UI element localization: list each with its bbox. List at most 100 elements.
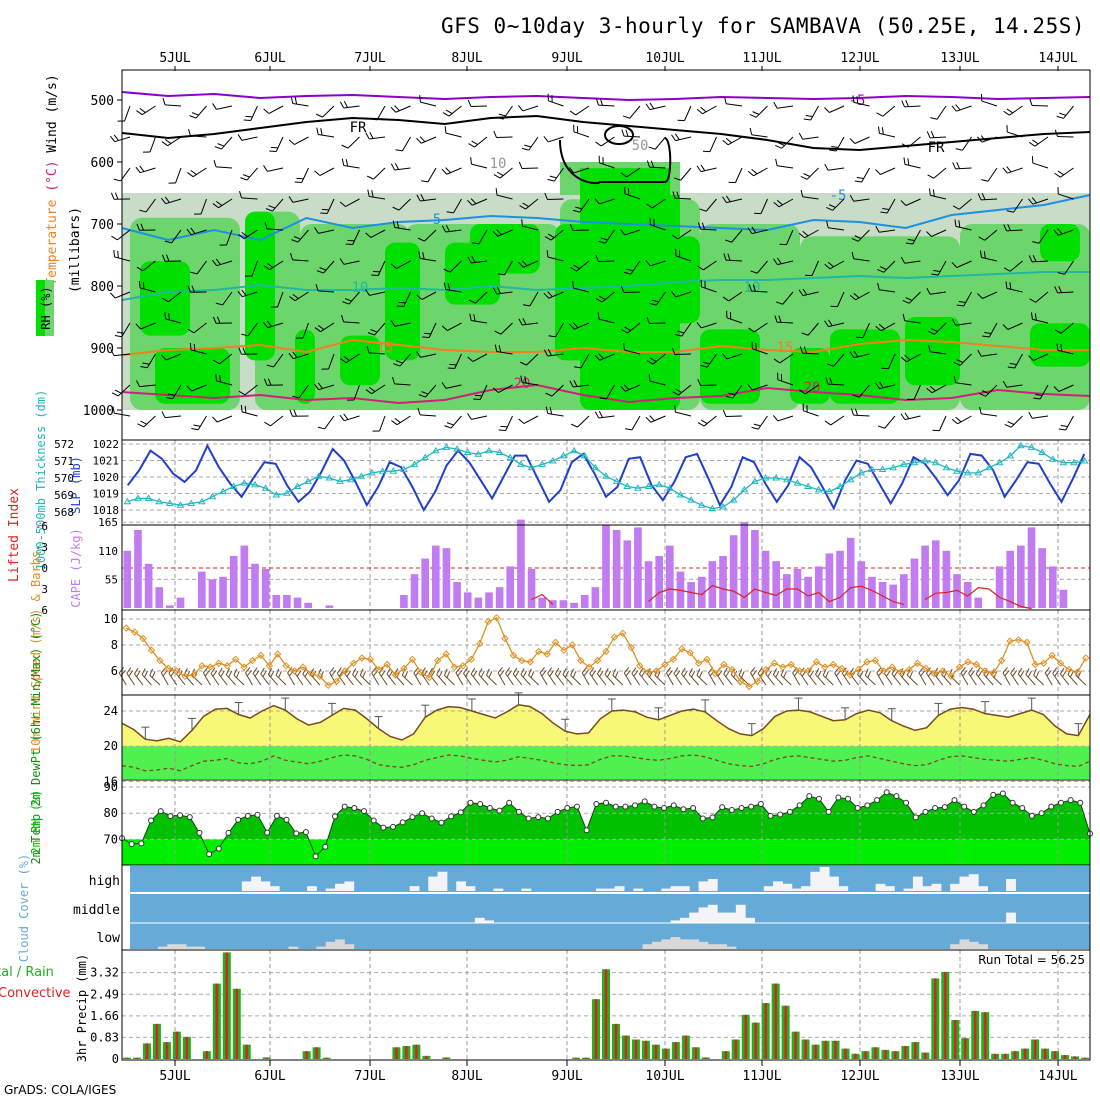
- wind-barb: [240, 167, 258, 181]
- barb-staff: [1059, 673, 1070, 686]
- barb-flag: [238, 390, 246, 396]
- barb-staff: [1067, 674, 1078, 686]
- barb-staff: [446, 167, 462, 175]
- barb-staff: [1007, 322, 1023, 330]
- barb-flag: [829, 149, 837, 152]
- barb-staff: [650, 415, 666, 423]
- cape-bar: [825, 553, 834, 608]
- rh2m-ylabel: 2m RH (%): [29, 789, 43, 854]
- barb-flag: [110, 135, 116, 142]
- wind-speed-marker: [787, 660, 795, 669]
- barb-flag: [909, 671, 914, 678]
- wind10m-barb: [133, 667, 144, 686]
- barb-staff: [751, 290, 768, 293]
- barb-staff: [700, 228, 717, 231]
- cape-bar: [261, 569, 270, 608]
- barb-flag: [236, 671, 240, 678]
- slp-tick-label: 1021: [93, 455, 120, 468]
- thickness-marker: [495, 448, 504, 455]
- barb-staff: [301, 167, 309, 183]
- wind-barb: [877, 282, 896, 293]
- precip-convective-bar: [744, 1014, 747, 1059]
- wind10m-barb: [1002, 667, 1011, 686]
- barb-flag: [113, 249, 116, 257]
- barb-staff: [1075, 674, 1087, 686]
- wind-barb: [547, 93, 564, 107]
- precip-convective-bar: [425, 1055, 428, 1059]
- rh2m-marker: [293, 830, 300, 837]
- barb-flag: [775, 670, 780, 678]
- contour-label: 5: [433, 212, 441, 228]
- barb-flag: [773, 415, 779, 422]
- barb-staff: [197, 415, 207, 430]
- rh2m-marker: [1038, 810, 1045, 817]
- barb-flag: [472, 670, 478, 677]
- wind-barb: [136, 223, 156, 231]
- wind-barb: [595, 291, 615, 303]
- barb-flag: [903, 157, 906, 165]
- precip-convective-bar: [305, 1051, 308, 1059]
- barb-flag: [164, 311, 167, 319]
- rh2m-marker: [583, 827, 590, 834]
- wind-barb: [111, 229, 131, 241]
- thickness-marker: [846, 475, 855, 483]
- wind-barb: [341, 136, 360, 149]
- barb-staff: [475, 291, 488, 304]
- thickness-marker: [474, 450, 483, 457]
- barb-flag: [1044, 667, 1050, 674]
- rh-tick-label: 70: [104, 832, 118, 846]
- barb-flag: [518, 261, 524, 268]
- barb-staff: [1064, 260, 1074, 275]
- thickness-marker: [974, 468, 983, 476]
- barb-flag: [329, 667, 335, 674]
- bottom-date-label: 7JUL: [354, 1069, 385, 1084]
- barb-flag: [212, 203, 219, 209]
- wind-speed-marker: [703, 655, 711, 664]
- wind-barb: [696, 164, 717, 173]
- barb-flag: [321, 208, 329, 211]
- cloud-high-bar: [773, 881, 783, 891]
- barb-staff: [853, 198, 870, 202]
- barb-flag: [698, 671, 703, 678]
- barb-flag: [675, 670, 681, 677]
- wind-barb: [697, 415, 717, 427]
- barb-flag: [494, 344, 498, 352]
- barb-flag: [674, 333, 682, 337]
- barb-flag: [905, 100, 909, 107]
- barb-flag: [289, 409, 293, 417]
- barb-flag: [294, 181, 302, 183]
- wind-barb: [851, 229, 870, 242]
- thickness-marker: [729, 496, 738, 503]
- wind-barb: [625, 415, 641, 431]
- wind-barb: [212, 316, 233, 324]
- barb-staff: [294, 673, 304, 686]
- top-date-label: 9JUL: [551, 51, 582, 66]
- wind-barb: [447, 353, 462, 369]
- barb-staff: [599, 162, 615, 169]
- barb-flag: [931, 273, 939, 276]
- rh-fill-dark: [295, 329, 315, 404]
- barb-flag: [723, 667, 728, 675]
- thickness-marker: [580, 451, 589, 459]
- thickness-marker: [676, 491, 685, 498]
- cape-bar: [868, 576, 876, 608]
- barb-staff: [1033, 353, 1049, 361]
- wind-speed-marker: [837, 664, 846, 673]
- rh-fill-dark: [140, 261, 190, 336]
- wind-speed-marker: [240, 663, 248, 671]
- cape-bar: [1048, 566, 1057, 608]
- precip-convective-bar: [854, 1053, 857, 1059]
- precip-convective-bar: [814, 1044, 817, 1059]
- wind10m-barb: [562, 668, 573, 686]
- barb-flag: [467, 99, 472, 107]
- barb-flag: [751, 670, 758, 677]
- barb-flag: [320, 128, 323, 136]
- cape-bar: [517, 519, 525, 608]
- wind10m-barb: [1044, 667, 1053, 686]
- barb-staff: [343, 260, 360, 265]
- barb-flag: [264, 421, 271, 427]
- cape-bar: [229, 556, 238, 608]
- lower-clear: [123, 410, 1089, 439]
- barb-staff: [523, 415, 539, 424]
- barb-flag: [141, 668, 146, 675]
